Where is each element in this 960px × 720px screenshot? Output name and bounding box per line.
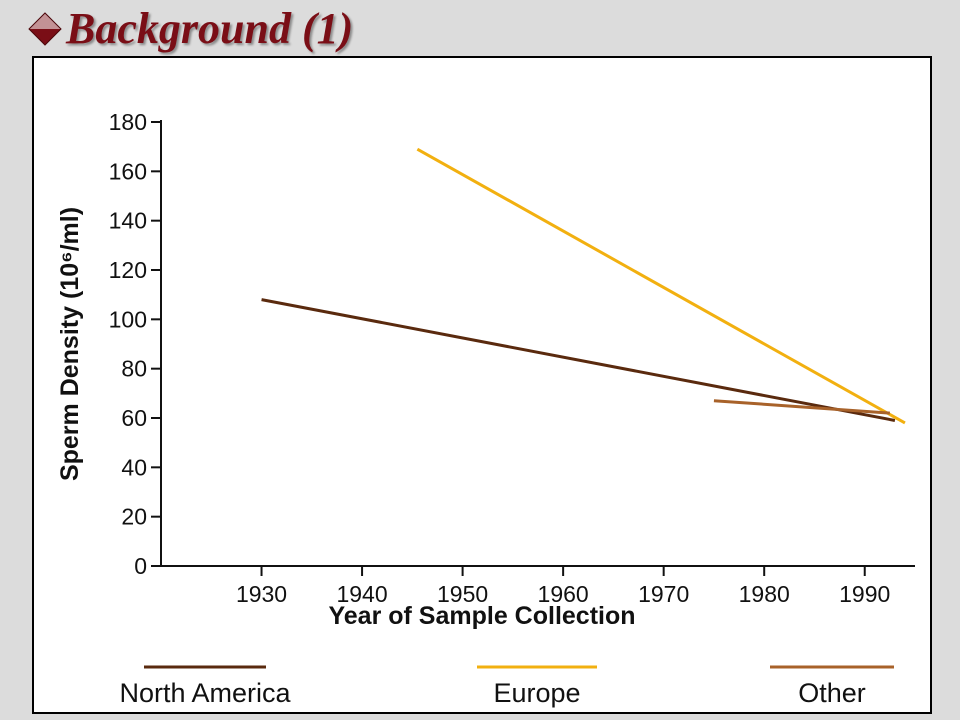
y-tick-label: 100 — [109, 306, 147, 332]
x-tick-label: 1950 — [437, 581, 488, 607]
x-tick-label: 1980 — [739, 581, 790, 607]
chart-panel: 0 20 40 60 80 100 120 140 160 180 1930 1940 1950 1960… — [32, 56, 932, 714]
x-tick-label: 1970 — [638, 581, 689, 607]
y-tick-label: 120 — [109, 257, 147, 283]
series-line-other — [713, 399, 890, 415]
diamond-bullet-icon — [28, 12, 62, 46]
legend-label: Europe — [493, 678, 580, 708]
y-tick-label: 80 — [121, 356, 147, 382]
y-tick-label: 140 — [109, 208, 147, 234]
x-tick-label: 1990 — [839, 581, 890, 607]
x-tick-label: 1960 — [538, 581, 589, 607]
page-title: Background (1) — [66, 4, 354, 53]
series-line-europe — [416, 147, 906, 425]
y-tick-label: 160 — [109, 158, 147, 184]
line-chart: 0 20 40 60 80 100 120 140 160 180 1930 1940 1950 1960… — [56, 109, 915, 708]
y-tick-label: 40 — [121, 454, 147, 480]
y-tick-label: 60 — [121, 405, 147, 431]
y-tick-label: 20 — [121, 504, 147, 530]
series-line-north-america — [261, 298, 896, 422]
y-tick-label: 0 — [134, 553, 147, 579]
slide-title: Background (1) — [26, 4, 353, 54]
y-tick-label: 180 — [109, 109, 147, 135]
x-tick-label: 1940 — [336, 581, 387, 607]
x-axis-label: Year of Sample Collection — [328, 602, 635, 630]
x-tick-label: 1930 — [236, 581, 287, 607]
legend-label: North America — [119, 678, 291, 708]
y-axis-label: Sperm Density (10⁶/ml) — [56, 207, 84, 481]
legend-label: Other — [798, 678, 866, 708]
